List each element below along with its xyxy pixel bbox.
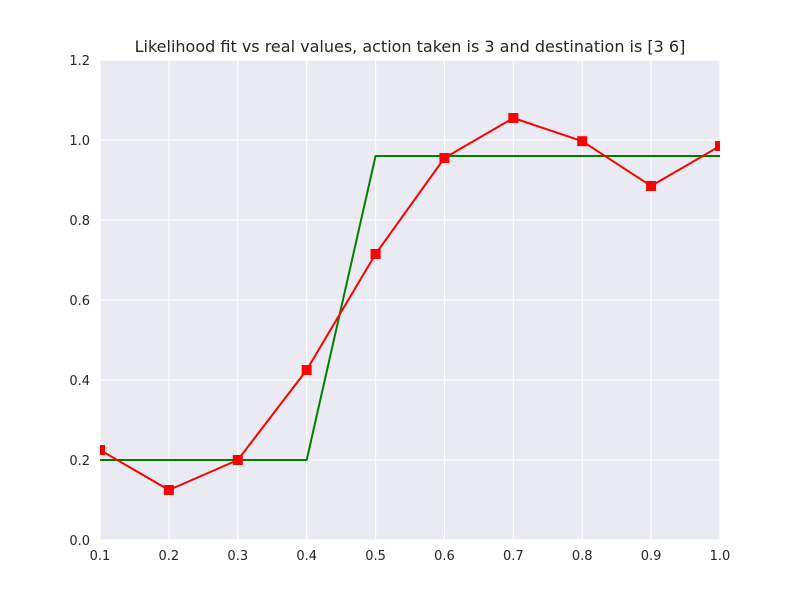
- y-tick-label: 0.2: [69, 454, 90, 469]
- data-point-marker: [577, 136, 588, 147]
- tick-labels: 0.1 0.2 0.3 0.4 0.5 0.6 0.7 0.8 0.9 1.0 0.0 0.2 0.4 0…: [69, 54, 730, 564]
- x-tick-label: 0.8: [572, 549, 593, 564]
- x-tick-label: 0.3: [227, 549, 248, 564]
- y-tick-label: 0.4: [69, 374, 90, 389]
- y-tick-label: 1.0: [69, 134, 90, 149]
- series-line: [100, 117, 720, 491]
- series-1: [100, 155, 720, 461]
- data-point-marker: [646, 181, 657, 191]
- data-point-marker: [100, 445, 105, 455]
- series-line: [100, 155, 720, 461]
- chart-title: Likelihood fit vs real values, action ta…: [135, 37, 686, 56]
- y-tick-label: 0.8: [69, 214, 90, 229]
- y-tick-label: 1.2: [69, 54, 90, 69]
- x-tick-label: 1.0: [710, 549, 731, 564]
- data-point-marker: [508, 113, 519, 123]
- data-point-marker: [163, 485, 174, 495]
- y-tick-label: 0.0: [69, 534, 90, 549]
- data-point-marker: [370, 249, 381, 259]
- series-2: [100, 113, 720, 495]
- x-tick-label: 0.9: [641, 549, 662, 564]
- x-tick-label: 0.1: [90, 549, 111, 564]
- data-point-marker: [301, 365, 312, 375]
- x-tick-label: 0.6: [434, 549, 455, 564]
- series-group: [100, 113, 720, 495]
- x-tick-label: 0.7: [503, 549, 524, 564]
- x-tick-label: 0.2: [159, 549, 180, 564]
- data-point-marker: [439, 153, 450, 163]
- data-point-marker: [715, 141, 720, 151]
- y-tick-label: 0.6: [69, 294, 90, 309]
- data-point-marker: [232, 455, 243, 465]
- x-tick-label: 0.5: [365, 549, 386, 564]
- x-tick-label: 0.4: [296, 549, 317, 564]
